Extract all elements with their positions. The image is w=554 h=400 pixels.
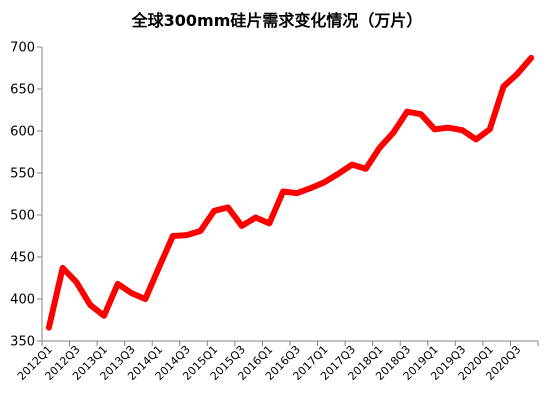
data-point xyxy=(323,181,326,184)
data-point xyxy=(351,163,353,166)
data-point xyxy=(295,192,298,195)
data-point xyxy=(199,229,202,232)
data-point xyxy=(392,131,395,134)
data-point xyxy=(447,126,450,129)
y-tick-label: 650 xyxy=(10,83,35,98)
data-point xyxy=(282,190,285,193)
series-layer xyxy=(45,54,535,331)
series-line xyxy=(45,54,535,331)
data-point xyxy=(213,209,216,212)
data-point xyxy=(254,216,257,219)
data-point xyxy=(227,206,229,209)
data-point xyxy=(240,224,243,227)
data-point xyxy=(103,314,105,317)
data-point xyxy=(268,222,271,225)
y-tick-label: 600 xyxy=(10,125,35,140)
data-point xyxy=(433,128,436,131)
data-point xyxy=(75,281,78,284)
y-tick-label: 450 xyxy=(10,251,35,266)
data-point xyxy=(475,138,477,141)
data-point xyxy=(47,326,50,329)
data-point xyxy=(502,85,505,88)
x-axis: 2012Q12012Q32013Q12013Q32014Q12014Q32015… xyxy=(15,340,539,383)
data-point xyxy=(461,129,464,132)
y-tick-label: 350 xyxy=(10,335,35,350)
y-tick-label: 400 xyxy=(10,293,35,308)
data-point xyxy=(89,303,92,306)
data-point xyxy=(171,235,174,237)
y-axis: 350 400 450 500 550 600 650 700 xyxy=(10,41,43,350)
data-point xyxy=(406,110,409,113)
data-point xyxy=(337,172,340,175)
data-point xyxy=(116,282,119,285)
data-point xyxy=(309,187,312,190)
data-point xyxy=(419,113,422,116)
data-point xyxy=(144,298,147,300)
data-point xyxy=(530,56,533,59)
data-point xyxy=(158,266,161,269)
data-point xyxy=(364,167,367,170)
y-tick-label: 700 xyxy=(10,41,35,56)
chart-title: 全球300mm硅片需求变化情况（万片） xyxy=(131,11,423,30)
y-tick-label: 550 xyxy=(10,167,35,182)
data-point xyxy=(130,292,133,295)
data-point xyxy=(378,146,381,149)
data-point xyxy=(516,72,519,75)
data-point xyxy=(185,234,188,237)
data-point xyxy=(61,266,64,269)
data-point xyxy=(488,128,491,131)
y-tick-label: 500 xyxy=(10,209,35,224)
